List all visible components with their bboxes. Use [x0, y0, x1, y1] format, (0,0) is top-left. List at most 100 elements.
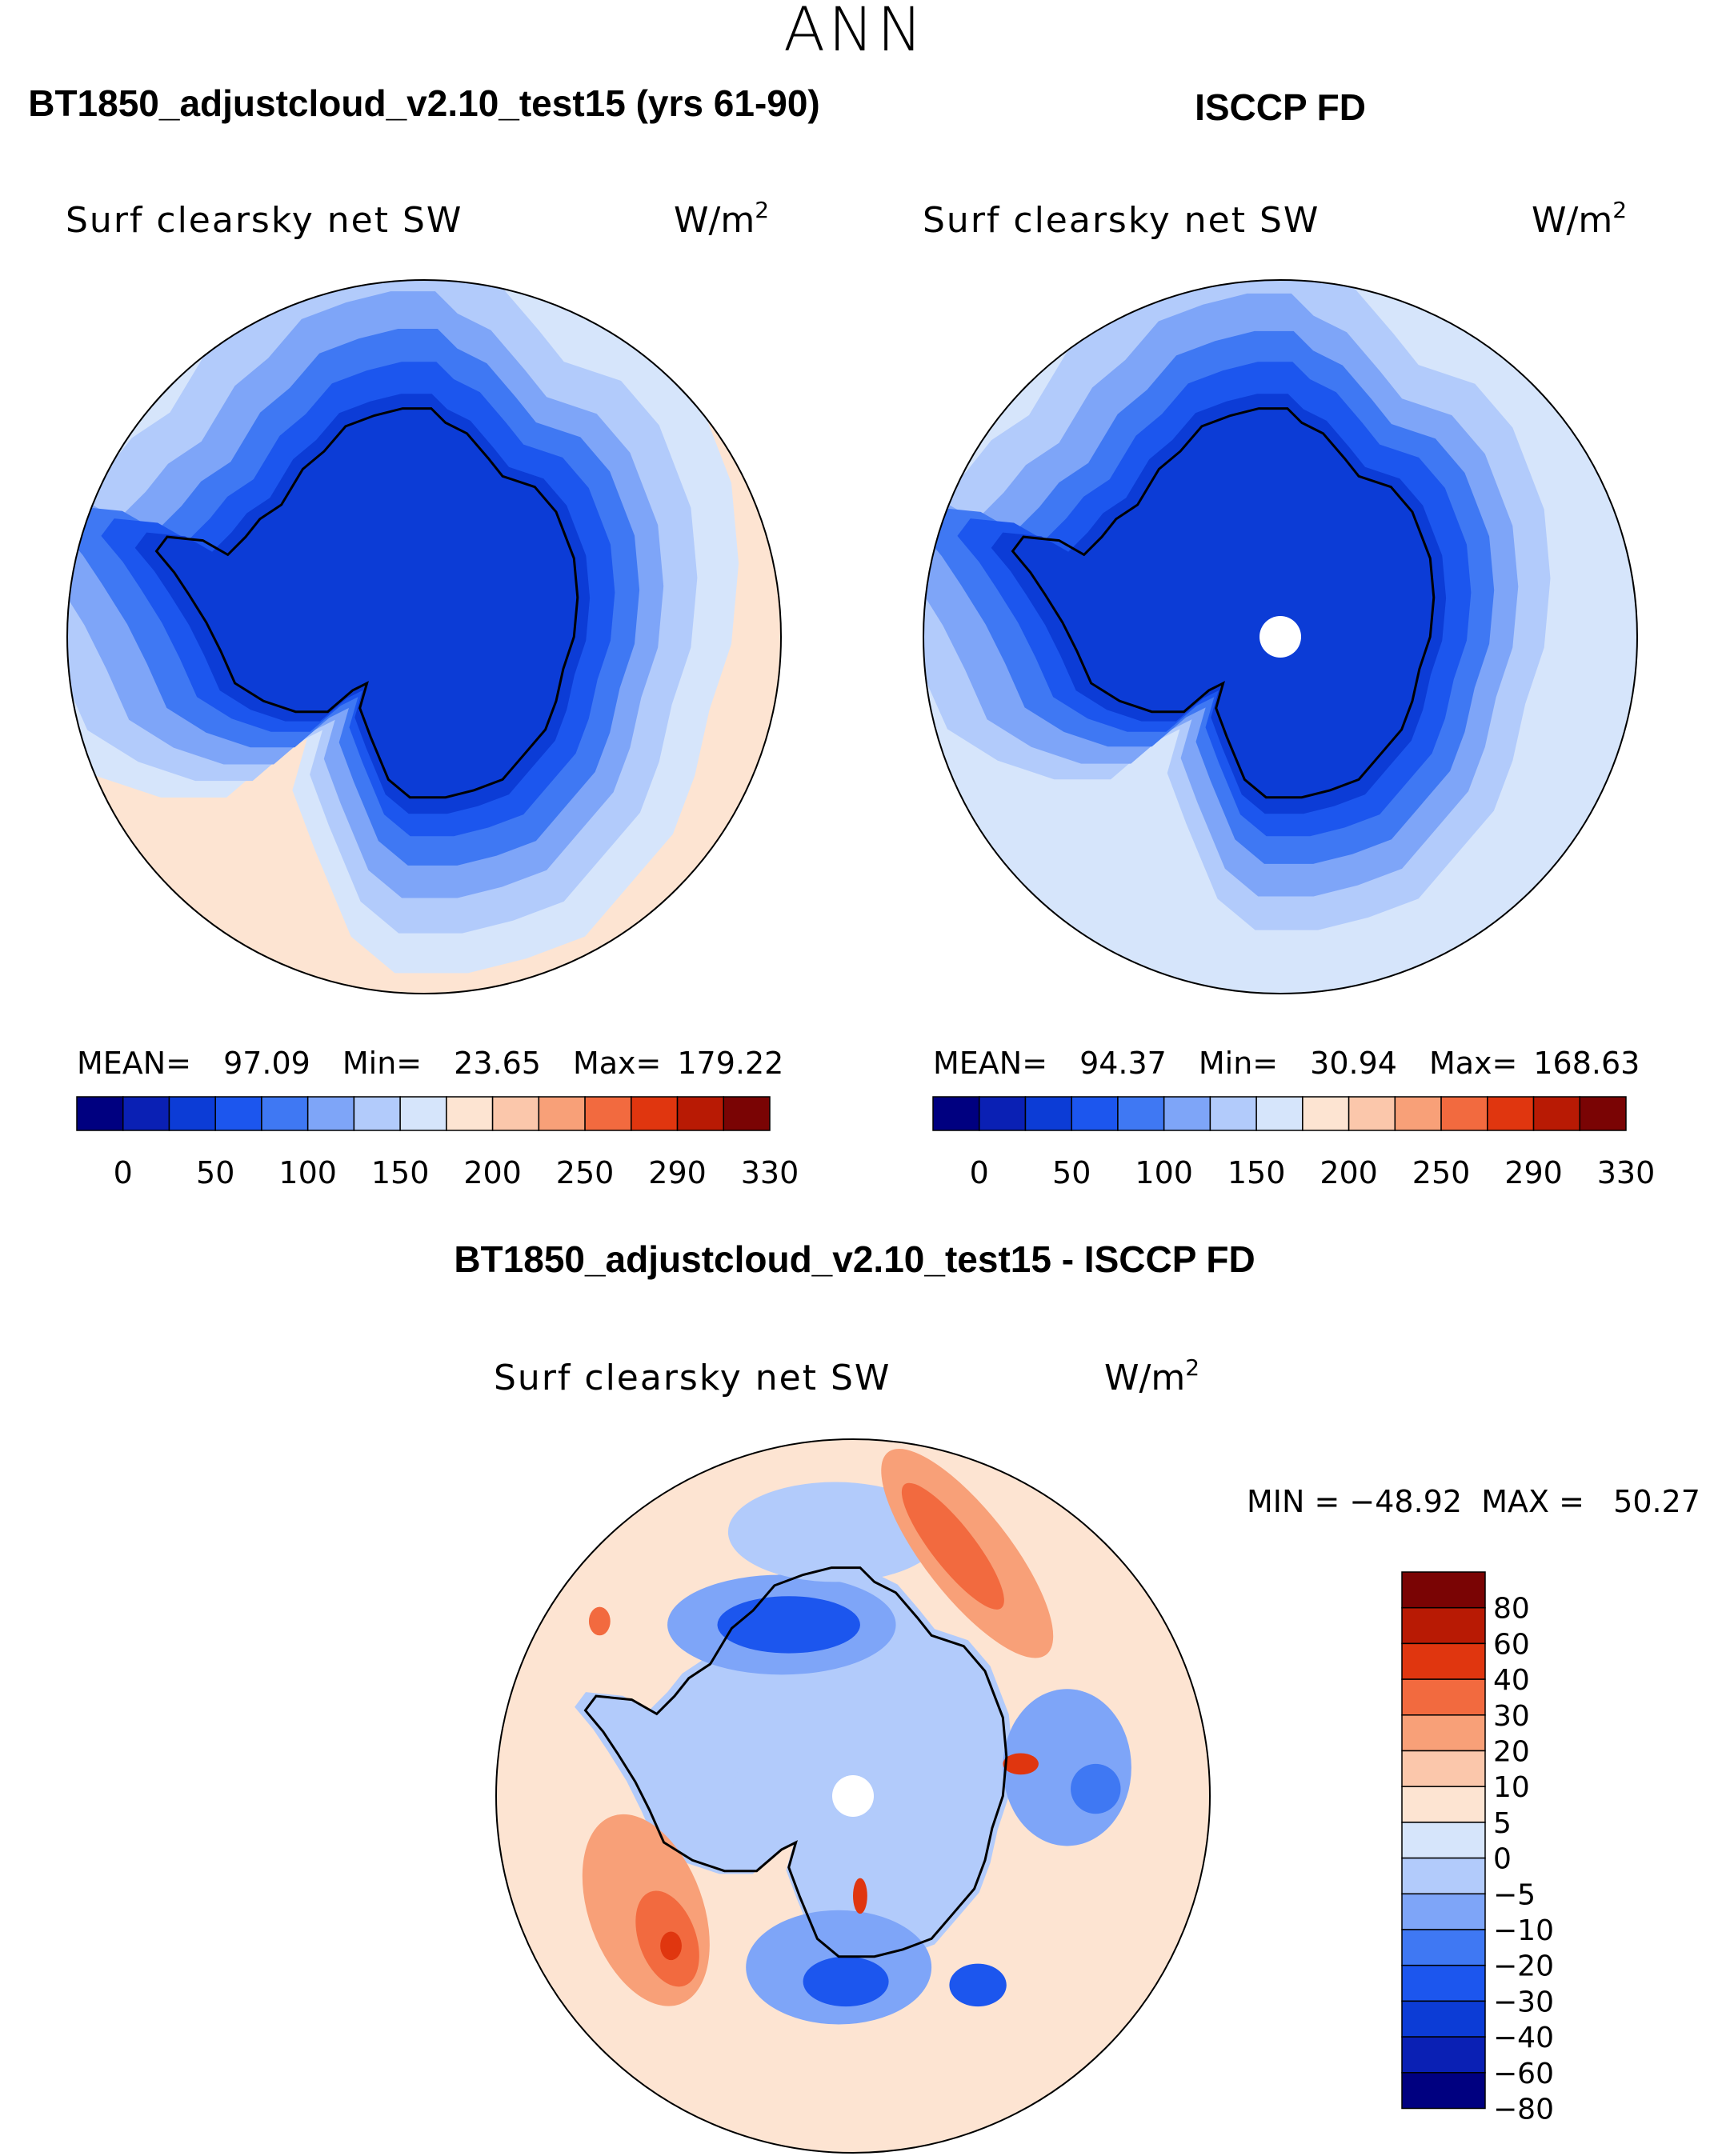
colorbar-cell	[1401, 1714, 1486, 1752]
panel-obs-stats: MEAN= 94.37 Min= 30.94 Max= 168.63	[933, 1046, 1640, 1081]
colorbar-tick-label: −80	[1493, 2094, 1554, 2126]
diff-negative-region-1	[717, 1596, 860, 1654]
colorbar-cell	[584, 1096, 632, 1131]
colorbar-tick-label: 290	[1504, 1155, 1563, 1190]
diff-negative-region-4	[1071, 1763, 1121, 1814]
colorbar-tick-label: 80	[1493, 1593, 1530, 1626]
diff-negative-region-6	[803, 1956, 889, 2007]
diff-positive-region-4	[660, 1931, 682, 1961]
colorbar-cell	[676, 1096, 725, 1131]
colorbar-tick-label: 250	[1412, 1155, 1471, 1190]
colorbar-tick-label: −20	[1493, 1950, 1554, 1983]
panel-obs-units-base: W/m	[1532, 200, 1612, 241]
panel-obs-colorbar-ticks: 0 50 100 150 200 250 290 330	[970, 1155, 1656, 1190]
colorbar-tick-label: −5	[1493, 1878, 1536, 1911]
diff-positive-region-1	[901, 1482, 1004, 1610]
colorbar-cell	[122, 1096, 170, 1131]
colorbar-tick-label: 150	[1227, 1155, 1286, 1190]
colorbar-tick-label: −10	[1493, 1914, 1554, 1947]
colorbar-cell	[1532, 1096, 1581, 1131]
panel-model-units-base: W/m	[674, 200, 755, 241]
coastline	[1011, 407, 1436, 799]
colorbar-cell	[491, 1096, 540, 1131]
colorbar-cell	[1024, 1096, 1072, 1131]
panel-obs-title: ISCCP FD	[1195, 86, 1366, 128]
colorbar-cell	[1163, 1096, 1211, 1131]
diff-positive-region-5	[1003, 1753, 1039, 1775]
colorbar-tick-label: 60	[1493, 1628, 1530, 1661]
panel-obs-units-exp: 2	[1612, 197, 1627, 223]
panel-diff-stats: MIN = −48.92 MAX = 50.27	[1247, 1484, 1700, 1519]
colorbar-cell	[353, 1096, 401, 1131]
colorbar-tick-label: 100	[1135, 1155, 1193, 1190]
page-title: ANN	[783, 0, 926, 65]
diff-positive-region-6	[853, 1878, 867, 1914]
colorbar-tick-label: 250	[556, 1155, 615, 1190]
diff-negative-region-8	[667, 1717, 739, 1803]
diff-negative-region-7	[949, 1963, 1007, 2007]
panel-model-map-border	[66, 279, 782, 994]
colorbar-cell	[1394, 1096, 1442, 1131]
colorbar-cell	[1401, 1606, 1486, 1645]
colorbar-tick-label: −30	[1493, 1986, 1554, 2018]
colorbar-cell	[1401, 1822, 1486, 1859]
colorbar-cell	[1209, 1096, 1257, 1131]
missing-data-pole	[832, 1775, 874, 1817]
colorbar-cell	[214, 1096, 262, 1131]
diff-positive-region-7	[588, 1606, 611, 1636]
panel-model: BT1850_adjustcloud_v2.10_test15 (yrs 61-…	[28, 82, 820, 1190]
panel-obs-map-border	[923, 279, 1638, 994]
colorbar-tick-label: 10	[1493, 1771, 1530, 1804]
colorbar-tick-label: 150	[371, 1155, 430, 1190]
colorbar-tick-label: 30	[1493, 1700, 1530, 1733]
panel-model-units: W/m2	[674, 197, 769, 241]
colorbar-tick-label: 290	[648, 1155, 707, 1190]
panel-diff-units-exp: 2	[1185, 1354, 1199, 1381]
colorbar-cell	[1579, 1096, 1627, 1131]
colorbar-tick-label: 330	[741, 1155, 799, 1190]
colorbar-tick-label: 0	[1493, 1843, 1512, 1876]
colorbar-cell	[76, 1096, 124, 1131]
panel-diff-units-base: W/m	[1104, 1358, 1185, 1398]
panel-diff-map-border	[495, 1438, 1211, 2154]
colorbar-tick-label: 0	[114, 1155, 133, 1190]
panel-obs-map	[923, 280, 1637, 994]
panel-diff: BT1850_adjustcloud_v2.10_test15 - ISCCP …	[454, 1238, 1700, 2154]
colorbar-tick-label: 5	[1493, 1807, 1512, 1840]
panel-diff-colorbar	[1401, 1571, 1486, 2110]
panel-diff-units: W/m2	[1104, 1354, 1199, 1398]
colorbar-cell	[1401, 1571, 1486, 1609]
colorbar-cell	[1401, 1929, 1486, 1966]
panel-model-map	[67, 280, 781, 994]
panel-model-title: BT1850_adjustcloud_v2.10_test15 (yrs 61-…	[28, 82, 820, 124]
colorbar-cell	[1440, 1096, 1488, 1131]
colorbar-cell	[631, 1096, 679, 1131]
colorbar-tick-label: 200	[1320, 1155, 1378, 1190]
panel-model-units-exp: 2	[755, 197, 769, 223]
colorbar-tick-label: 50	[196, 1155, 234, 1190]
diff-negative-region-2	[727, 1482, 943, 1582]
colorbar-tick-label: 20	[1493, 1736, 1530, 1769]
panel-diff-map	[496, 1439, 1210, 2153]
colorbar-cell	[1401, 1964, 1486, 2002]
colorbar-cell	[978, 1096, 1027, 1131]
colorbar-tick-label: −60	[1493, 2058, 1554, 2090]
colorbar-tick-label: 200	[463, 1155, 522, 1190]
colorbar-cell	[538, 1096, 586, 1131]
field-band-6	[134, 394, 591, 814]
colorbar-cell	[1487, 1096, 1535, 1131]
panel-model-colorbar	[76, 1096, 771, 1131]
colorbar-cell	[1302, 1096, 1350, 1131]
panel-model-variable: Surf clearsky net SW	[66, 200, 463, 241]
colorbar-cell	[1401, 2072, 1486, 2110]
coastline	[583, 1566, 1008, 1958]
colorbar-cell	[1401, 1642, 1486, 1680]
colorbar-tick-label: 330	[1597, 1155, 1656, 1190]
colorbar-cell	[306, 1096, 355, 1131]
colorbar-cell	[1117, 1096, 1165, 1131]
panel-diff-title: BT1850_adjustcloud_v2.10_test15 - ISCCP …	[454, 1238, 1255, 1280]
field-band-5	[991, 394, 1447, 814]
missing-data-pole	[1259, 616, 1301, 658]
panel-diff-variable: Surf clearsky net SW	[494, 1358, 891, 1398]
colorbar-cell	[723, 1096, 771, 1131]
